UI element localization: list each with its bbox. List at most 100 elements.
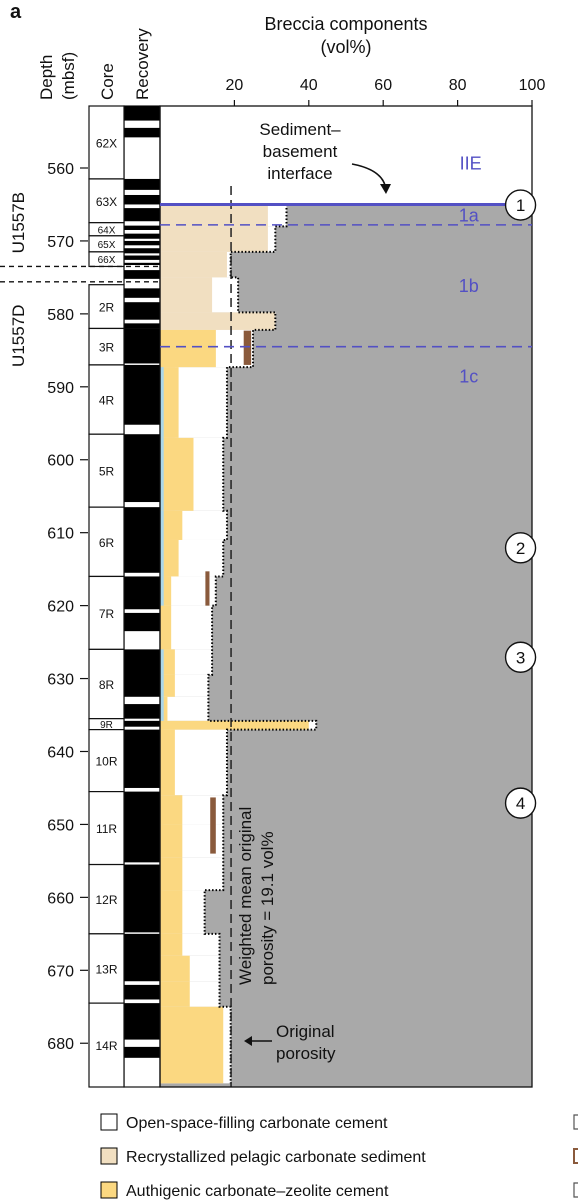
core-cell <box>88 791 125 866</box>
legend: Open-space-filling carbonate cement Recr… <box>100 1113 578 1200</box>
legend-swatch-pelagic-sediment <box>100 1147 118 1165</box>
core-cell <box>88 178 125 224</box>
recovery-interval <box>124 225 160 230</box>
zeolite-cement-bar <box>160 890 183 934</box>
core-label: 64X <box>98 225 116 236</box>
x-tick-label: 80 <box>449 77 467 94</box>
recovery-interval <box>124 208 160 222</box>
chart-title-unit: (vol%) <box>320 37 371 57</box>
legend-label-cement: Open-space-filling carbonate cement <box>126 1115 388 1132</box>
y-tick-label: 640 <box>47 744 74 761</box>
interface-arrow <box>351 163 387 191</box>
celadonite-bar <box>160 510 164 540</box>
marker-label: 2 <box>516 539 525 558</box>
recovery-interval <box>124 270 160 279</box>
y-tick-label: 650 <box>47 817 74 834</box>
y-tick-label: 670 <box>47 963 74 980</box>
core-cell <box>88 1002 125 1088</box>
fe-oxyhydroxide-bar <box>243 330 252 365</box>
legend-swatch-cement <box>100 1113 118 1131</box>
recovery-interval <box>124 791 160 863</box>
marker-circle <box>504 787 537 819</box>
recovery-interval <box>124 729 160 788</box>
y-tick-label: 600 <box>47 453 74 470</box>
core-cell <box>88 105 125 180</box>
unit-label: 1a <box>459 205 480 225</box>
y-tick-label: 570 <box>47 234 74 251</box>
y-axis-label: Depth <box>37 55 56 100</box>
core-cell <box>88 863 125 935</box>
marker-circle <box>504 189 537 221</box>
recovery-interval <box>124 248 160 254</box>
core-label: 9R <box>100 720 113 731</box>
y-tick-label: 580 <box>47 307 74 324</box>
core-label: 65X <box>98 240 116 251</box>
site-label-text: U1557D <box>9 305 28 367</box>
zeolite-cement-bar <box>160 720 309 730</box>
zeolite-cement-bar <box>160 605 172 650</box>
zeolite-cement-bar <box>160 510 183 540</box>
recovery-interval <box>124 302 160 320</box>
interface-annotation-line3: interface <box>267 164 332 183</box>
celadonite-bar <box>160 367 164 438</box>
recovery-interval <box>124 984 160 1000</box>
marker-circle <box>504 532 537 564</box>
x-tick-label: 100 <box>519 77 546 94</box>
zeolite-cement-bar <box>160 729 175 796</box>
zeolite-cement-bar <box>160 795 183 825</box>
core-cell <box>88 433 125 508</box>
celadonite-bar <box>160 649 164 675</box>
pelagic-sediment-bar <box>160 251 227 278</box>
y-tick-label: 560 <box>47 161 74 178</box>
recovery-interval <box>124 1003 160 1040</box>
legend-cut-swatch <box>573 1148 578 1164</box>
core-label: 62X <box>96 136 117 150</box>
recovery-interval <box>124 262 160 266</box>
legend-cut-swatch <box>573 1182 578 1198</box>
marker-label: 4 <box>516 794 525 813</box>
unit-label: 1b <box>459 276 479 296</box>
y-tick-label: 620 <box>47 599 74 616</box>
chart-title: Breccia components <box>264 14 427 34</box>
fe-oxyhydroxide-bar <box>210 797 216 854</box>
core-label: 8R <box>99 678 115 692</box>
core-label: 12R <box>95 893 117 907</box>
recovery-interval <box>124 720 160 727</box>
open-space-cement-bar <box>160 696 209 721</box>
pelagic-sediment-bar <box>160 277 213 313</box>
recovery-column-header: Recovery <box>133 28 152 100</box>
recovery-interval <box>124 233 160 239</box>
marker-label: 3 <box>516 648 525 667</box>
recovery-interval <box>124 255 160 260</box>
celadonite-bar <box>160 696 164 721</box>
recovery-interval <box>124 649 160 697</box>
recovery-interval <box>124 434 160 503</box>
core-label: 10R <box>95 755 117 769</box>
fe-oxyhydroxide-bar <box>205 571 210 606</box>
mean-porosity-label-line1: Weighted mean original <box>236 807 255 985</box>
core-label: 63X <box>96 195 117 209</box>
recovery-interval <box>124 194 160 205</box>
y-tick-label: 610 <box>47 526 74 543</box>
pelagic-sediment-bar <box>160 226 268 252</box>
legend-label-pelagic-sediment: Recrystallized pelagic carbonate sedimen… <box>126 1149 426 1166</box>
recovery-interval <box>124 240 160 246</box>
celadonite-bar <box>160 674 164 697</box>
zeolite-cement-bar <box>160 437 194 511</box>
annotations: IIE 1a 1b 1c 1 2 3 4 Sediment– basement interface O… <box>160 120 537 1063</box>
core-label: 3R <box>99 341 115 355</box>
recovery-interval <box>124 576 160 610</box>
pelagic-sediment-bar <box>160 312 276 330</box>
marker-circle <box>504 641 537 673</box>
core-cell <box>88 933 125 1004</box>
core-label: 2R <box>99 301 115 315</box>
x-tick-label: 60 <box>374 77 392 94</box>
porosity-annotation-line1: Original <box>276 1022 335 1041</box>
celadonite-bar <box>160 576 164 606</box>
recovery-interval <box>124 364 160 425</box>
recovery-interval <box>124 323 160 329</box>
core-column: 62X 63X 64X 65X 66X 2R 3R 4R 5R 6R 7R 8R 9R 10R 11R 12R… <box>0 105 160 1088</box>
core-label: 13R <box>95 962 117 976</box>
core-cell <box>88 575 125 650</box>
zeolite-cement-bar <box>160 955 190 982</box>
